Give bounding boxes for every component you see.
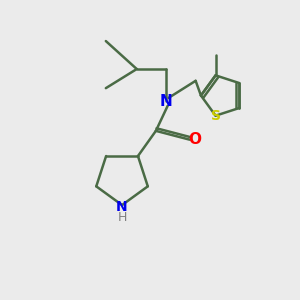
Text: N: N bbox=[160, 94, 172, 109]
Text: O: O bbox=[188, 132, 202, 147]
Text: S: S bbox=[211, 109, 220, 123]
Text: N: N bbox=[116, 200, 128, 214]
Text: H: H bbox=[117, 211, 127, 224]
